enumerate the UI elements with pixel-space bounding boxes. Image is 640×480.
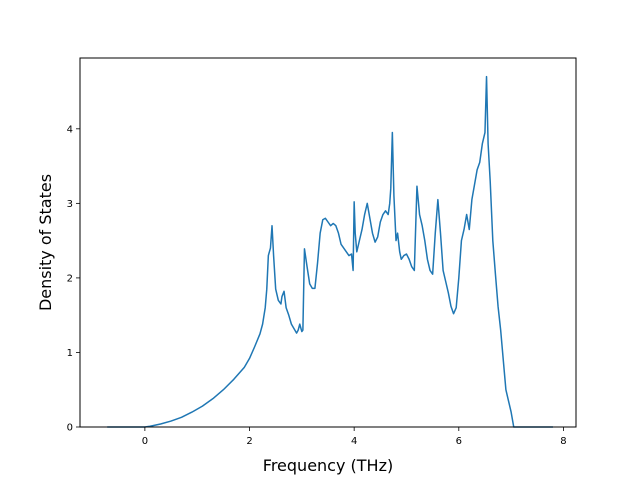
plot-area (107, 75, 553, 428)
x-tick-label: 4 (351, 436, 357, 447)
y-tick-label: 0 (67, 423, 73, 434)
axis-ticks: 0 2 4 6 8 0 1 2 3 4 (67, 124, 567, 447)
x-tick-label: 0 (142, 436, 148, 447)
y-tick-label: 4 (67, 124, 73, 135)
dos-series-line-0 (107, 75, 553, 428)
y-tick-label: 2 (67, 273, 73, 284)
y-tick-label: 1 (67, 348, 73, 359)
x-axis-label: Frequency (THz) (263, 456, 393, 475)
x-tick-label: 2 (246, 436, 252, 447)
plot-frame (79, 57, 577, 428)
y-tick-label: 3 (67, 199, 73, 210)
y-axis-label: Density of States (36, 174, 55, 311)
x-tick-label: 6 (456, 436, 462, 447)
x-tick-label: 8 (560, 436, 566, 447)
